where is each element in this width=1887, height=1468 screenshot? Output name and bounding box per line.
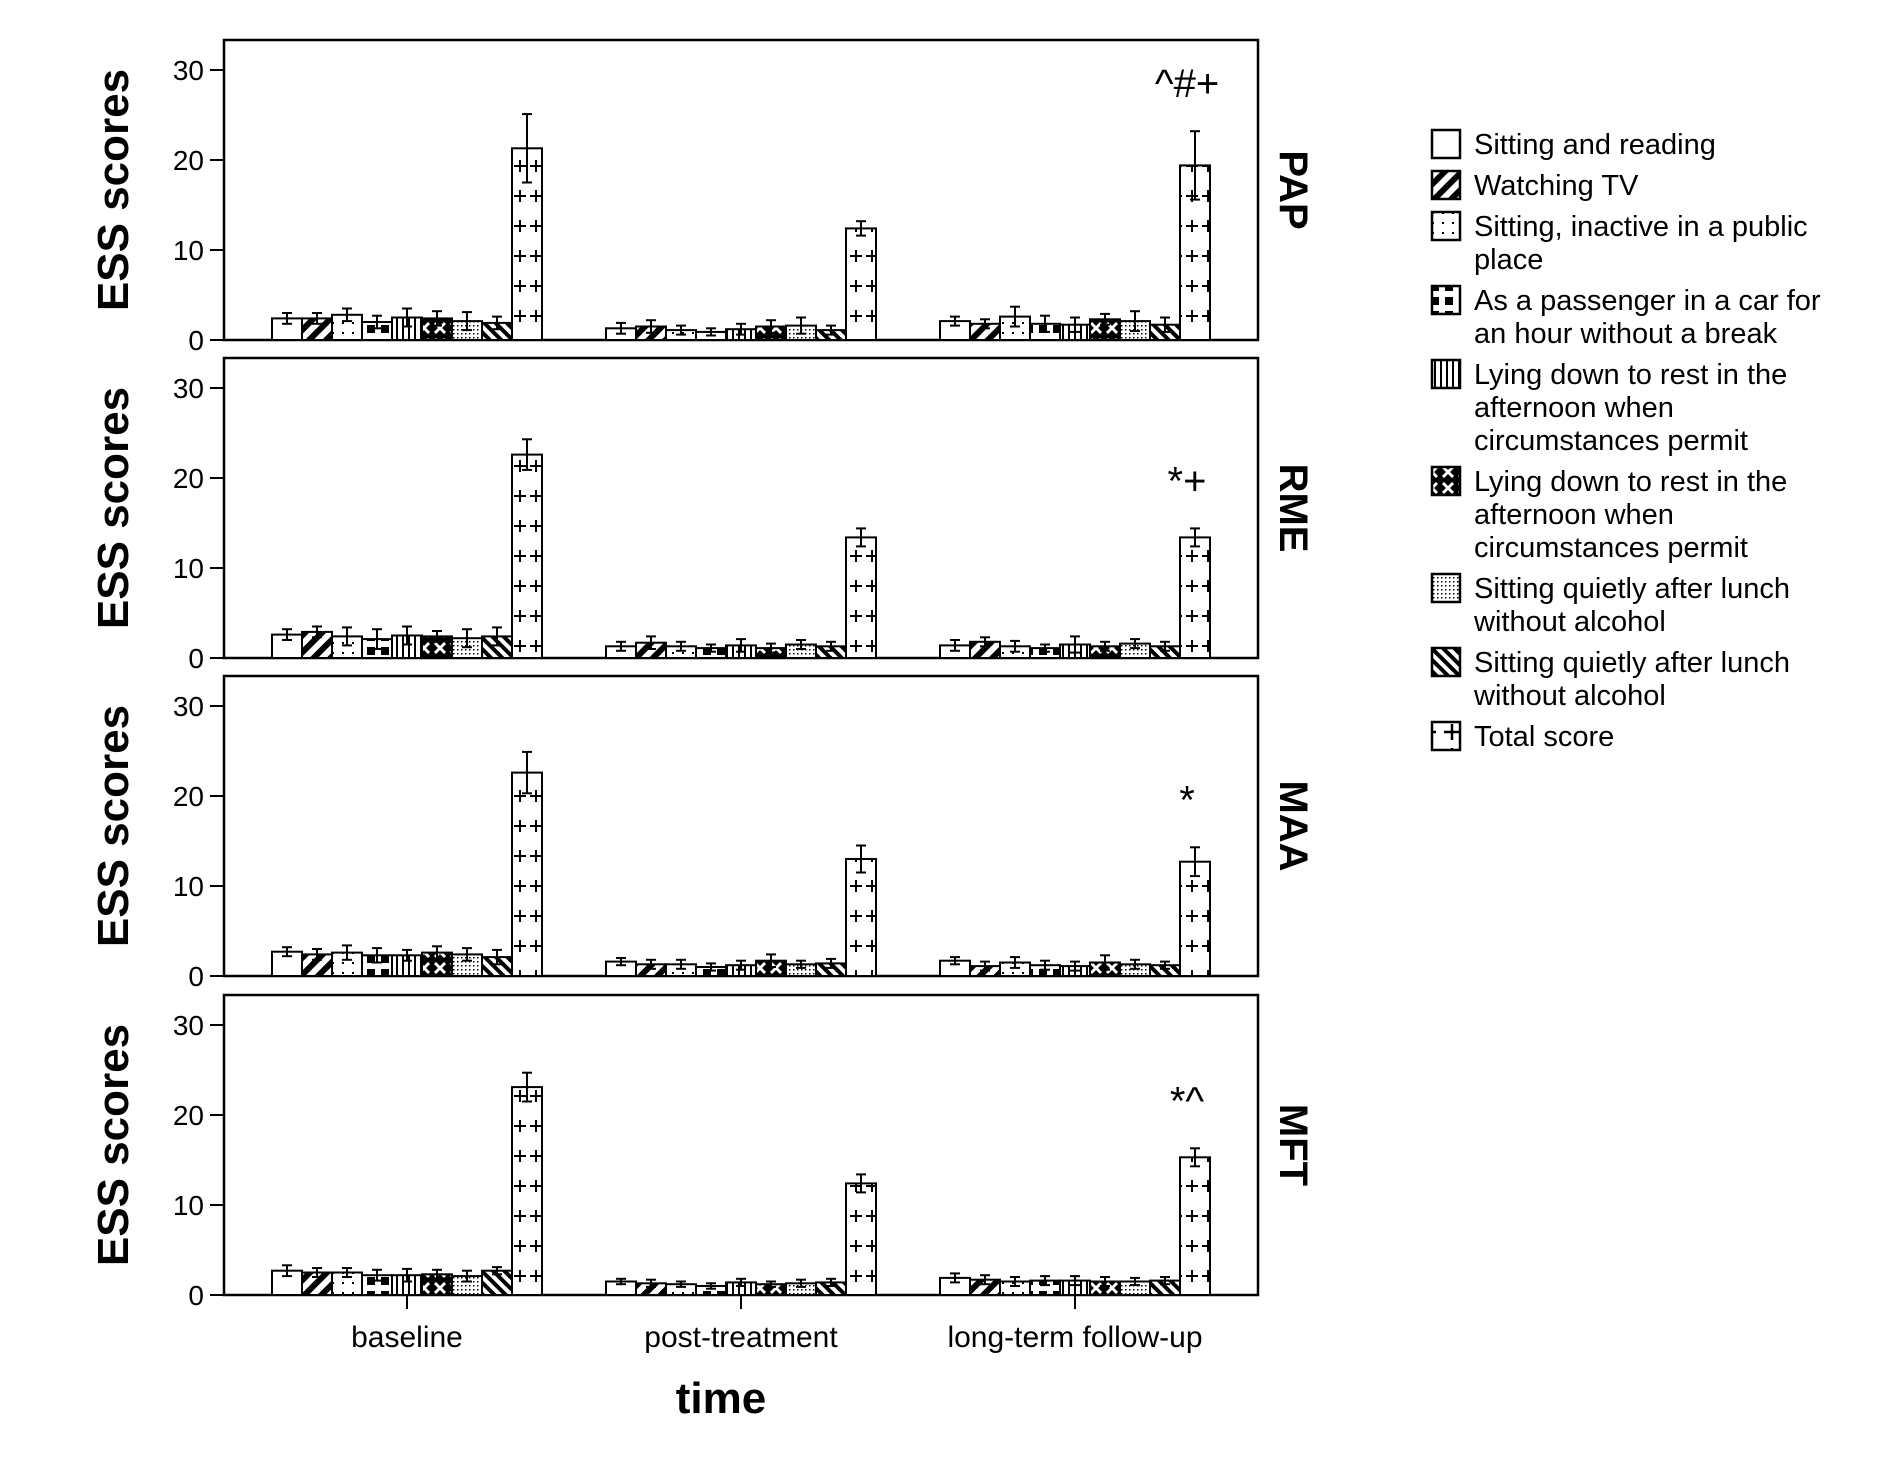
bar <box>1179 860 1211 978</box>
legend-swatch <box>1430 128 1462 160</box>
legend-swatch <box>1430 720 1462 752</box>
significance-annotation: ^#+ <box>1155 62 1219 106</box>
y-tick-label: 20 <box>173 1100 204 1131</box>
legend-item: Watching TV <box>1430 169 1639 202</box>
y-tick-label: 0 <box>188 961 204 992</box>
legend-label: Sitting quietly after lunch <box>1474 573 1790 605</box>
panel-frame <box>222 38 1260 342</box>
y-axis-label: ESS scores <box>89 69 138 311</box>
bar <box>511 1086 543 1296</box>
y-axis-label: ESS scores <box>89 705 138 947</box>
y-tick-label: 30 <box>173 55 204 86</box>
legend-swatch <box>1430 465 1462 497</box>
y-tick-label: 10 <box>173 871 204 902</box>
panel-label: RME <box>1271 464 1315 553</box>
panel-label: PAP <box>1271 150 1315 229</box>
y-tick-label: 20 <box>173 781 204 812</box>
y-tick-label: 0 <box>188 325 204 356</box>
panel-label: MFT <box>1271 1104 1315 1186</box>
significance-annotation: *^ <box>1170 1079 1205 1123</box>
legend-label: circumstances permit <box>1474 425 1748 457</box>
legend-swatch <box>1430 210 1462 242</box>
x-axis-label: time <box>676 1374 766 1423</box>
legend-label: Total score <box>1474 721 1614 753</box>
legend-label: circumstances permit <box>1474 532 1748 564</box>
legend-label: place <box>1474 244 1543 276</box>
panel-frame <box>222 674 1260 978</box>
y-tick-label: 20 <box>173 145 204 176</box>
legend-swatch <box>1430 572 1462 604</box>
legend-item: Total score <box>1430 720 1614 753</box>
x-tick-label: post-treatment <box>644 1321 838 1354</box>
x-tick-label: long-term follow-up <box>947 1321 1202 1354</box>
legend-label: Sitting, inactive in a public <box>1474 211 1808 243</box>
legend-swatch <box>1430 284 1462 316</box>
legend-label: without alcohol <box>1473 606 1666 638</box>
y-axis-label: ESS scores <box>89 1024 138 1266</box>
y-tick-label: 0 <box>188 1280 204 1311</box>
panel-frame <box>222 356 1260 660</box>
y-tick-label: 10 <box>173 235 204 266</box>
significance-annotation: *+ <box>1168 459 1207 503</box>
y-tick-label: 10 <box>173 1190 204 1221</box>
bar <box>845 536 877 660</box>
legend-label: without alcohol <box>1473 680 1666 712</box>
legend-label: an hour without a break <box>1474 318 1778 350</box>
bar <box>845 227 877 341</box>
panel-rme: 0 10 20 30 ESS scores RME *+ <box>89 356 1315 674</box>
legend-label: As a passenger in a car for <box>1474 285 1821 317</box>
y-tick-label: 20 <box>173 463 204 494</box>
legend-swatch <box>1430 646 1462 678</box>
legend-item: Sitting and reading <box>1430 128 1716 161</box>
bar <box>1179 536 1211 660</box>
bar <box>511 453 543 659</box>
legend-swatch <box>1430 358 1462 390</box>
legend-label: Sitting and reading <box>1474 129 1716 161</box>
bar <box>1179 1156 1211 1297</box>
y-tick-label: 30 <box>173 691 204 722</box>
y-tick-label: 0 <box>188 643 204 674</box>
panel-mft: 0 10 20 30 ESS scores MFT *^ <box>89 993 1315 1311</box>
y-tick-label: 30 <box>173 373 204 404</box>
y-tick-label: 10 <box>173 553 204 584</box>
panel-pap: 0 10 20 30 ESS scores PAP ^#+ <box>89 38 1315 356</box>
bar <box>845 1182 877 1297</box>
legend-swatch <box>1430 169 1462 201</box>
legend-label: Watching TV <box>1474 170 1639 202</box>
legend-label: Lying down to rest in the <box>1474 466 1787 498</box>
panel-frame <box>222 993 1260 1297</box>
panel-label: MAA <box>1271 780 1315 871</box>
bar <box>511 771 543 977</box>
significance-annotation: * <box>1179 778 1195 822</box>
legend-label: Sitting quietly after lunch <box>1474 647 1790 679</box>
legend-label: afternoon when <box>1474 392 1674 424</box>
y-tick-label: 30 <box>173 1010 204 1041</box>
legend-label: afternoon when <box>1474 499 1674 531</box>
y-axis-label: ESS scores <box>89 387 138 629</box>
legend-label: Lying down to rest in the <box>1474 359 1787 391</box>
x-tick-label: baseline <box>351 1321 463 1354</box>
bar <box>845 858 877 977</box>
panel-maa: 0 10 20 30 ESS scores MAA * <box>89 674 1315 992</box>
